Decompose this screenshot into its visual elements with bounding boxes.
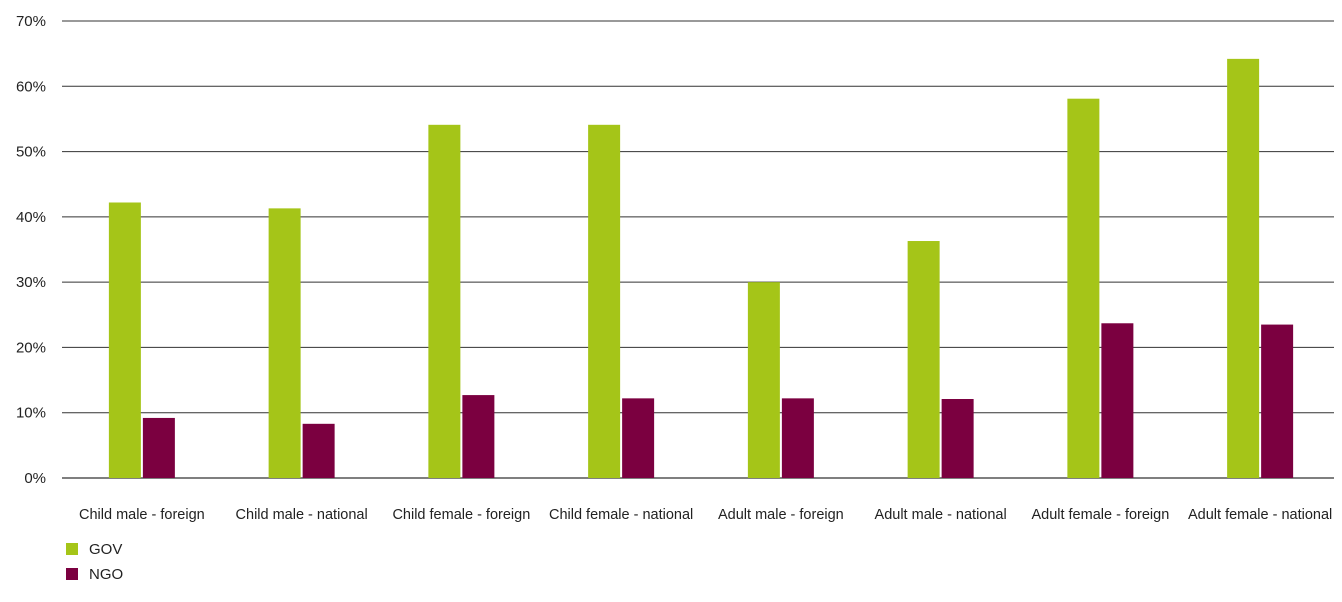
bar-ngo xyxy=(1261,324,1294,478)
legend-item-gov: GOV xyxy=(66,541,122,558)
bar-gov xyxy=(907,241,940,478)
legend: GOV NGO xyxy=(66,541,123,583)
x-category-label: Adult female - foreign xyxy=(1031,507,1169,523)
y-tick-label: 10% xyxy=(16,405,46,422)
bar-gov xyxy=(428,124,461,478)
bar-ngo xyxy=(622,398,655,478)
y-axis-tick-labels: 0% 10% 20% 30% 40% 50% 60% 70% xyxy=(16,13,46,487)
bar-ngo xyxy=(142,417,175,478)
legend-swatch xyxy=(66,568,78,580)
bar-gov xyxy=(747,282,780,478)
bars xyxy=(108,58,1294,478)
bar-ngo xyxy=(1101,323,1134,478)
x-category-label: Adult male - national xyxy=(875,507,1007,523)
y-tick-label: 50% xyxy=(16,144,46,161)
x-axis-category-labels: Child male - foreign Child male - nationa… xyxy=(79,507,1332,523)
x-category-label: Child female - foreign xyxy=(392,507,530,523)
bar-gov xyxy=(588,124,621,478)
bar-gov xyxy=(1227,58,1260,478)
legend-label: NGO xyxy=(89,566,123,583)
y-tick-label: 70% xyxy=(16,13,46,30)
y-tick-label: 30% xyxy=(16,274,46,291)
bar-gov xyxy=(1067,98,1100,478)
y-tick-label: 40% xyxy=(16,209,46,226)
y-tick-label: 0% xyxy=(24,470,46,487)
y-tick-label: 20% xyxy=(16,339,46,356)
x-category-label: Adult female - national xyxy=(1188,507,1332,523)
x-category-label: Adult male - foreign xyxy=(718,507,844,523)
bar-ngo xyxy=(781,398,814,478)
bar-gov xyxy=(268,208,301,478)
x-category-label: Child female - national xyxy=(549,507,693,523)
y-tick-label: 60% xyxy=(16,78,46,95)
bar-ngo xyxy=(462,395,495,478)
bar-gov xyxy=(108,202,141,478)
x-category-label: Child male - foreign xyxy=(79,507,205,523)
gridlines xyxy=(62,20,1334,479)
x-category-label: Child male - national xyxy=(236,507,368,523)
bar-ngo xyxy=(941,399,974,478)
legend-swatch xyxy=(66,543,78,555)
legend-label: GOV xyxy=(89,541,122,558)
legend-item-ngo: NGO xyxy=(66,566,123,583)
bar-ngo xyxy=(302,423,335,478)
